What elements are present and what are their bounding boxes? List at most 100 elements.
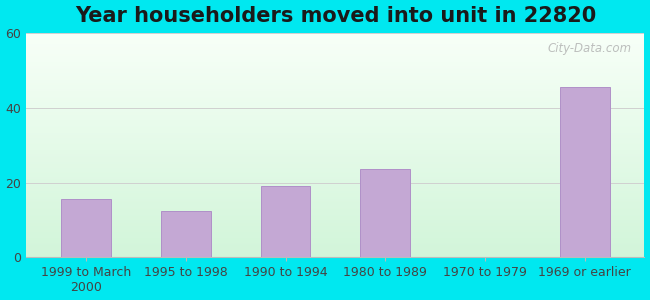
Bar — [26, 102, 644, 104]
Bar — [26, 37, 644, 38]
Bar — [26, 106, 644, 107]
Bar — [26, 247, 644, 248]
Bar — [26, 129, 644, 130]
Bar — [26, 57, 644, 59]
Bar — [26, 245, 644, 246]
Bar — [26, 146, 644, 147]
Bar — [26, 89, 644, 90]
Bar — [26, 209, 644, 210]
Bar — [26, 135, 644, 136]
Bar — [26, 183, 644, 184]
Bar — [26, 116, 644, 117]
Bar — [261, 186, 311, 257]
Bar — [26, 256, 644, 257]
Bar — [560, 87, 610, 257]
Bar — [26, 55, 644, 56]
Bar — [26, 185, 644, 187]
Bar — [26, 118, 644, 119]
Bar — [26, 96, 644, 97]
Bar — [26, 82, 644, 83]
Bar — [26, 156, 644, 158]
Bar — [26, 255, 644, 256]
Bar — [26, 101, 644, 102]
Bar — [26, 94, 644, 96]
Bar — [26, 147, 644, 148]
Bar — [26, 58, 644, 60]
Bar — [26, 125, 644, 126]
Bar — [26, 138, 644, 140]
Bar — [26, 199, 644, 200]
Bar — [26, 153, 644, 154]
Bar — [26, 160, 644, 161]
Bar — [26, 142, 644, 143]
Bar — [26, 212, 644, 214]
Bar — [26, 206, 644, 207]
Bar — [26, 161, 644, 162]
Bar — [26, 119, 644, 120]
Bar — [26, 223, 644, 224]
Bar — [26, 176, 644, 178]
Bar — [26, 246, 644, 247]
Bar — [26, 51, 644, 52]
Bar — [26, 152, 644, 153]
Bar — [26, 211, 644, 212]
Bar — [26, 230, 644, 232]
Bar — [26, 215, 644, 216]
Bar — [26, 140, 644, 142]
Bar — [26, 158, 644, 160]
Bar — [26, 198, 644, 199]
Bar — [26, 44, 644, 45]
Bar — [26, 227, 644, 228]
Bar — [26, 88, 644, 89]
Bar — [26, 182, 644, 183]
Bar — [26, 162, 644, 163]
Bar — [26, 107, 644, 108]
Bar — [26, 220, 644, 221]
Bar — [26, 174, 644, 175]
Bar — [26, 221, 644, 223]
Bar — [26, 111, 644, 112]
Bar — [26, 173, 644, 174]
Bar — [26, 252, 644, 253]
Bar — [26, 56, 644, 57]
Bar — [26, 122, 644, 123]
Bar — [26, 228, 644, 229]
Bar — [26, 214, 644, 215]
Bar — [26, 78, 644, 79]
Bar — [26, 81, 644, 82]
Bar — [26, 190, 644, 191]
Bar — [26, 62, 644, 63]
Bar — [26, 134, 644, 135]
Bar — [26, 180, 644, 181]
Bar — [26, 66, 644, 68]
Bar — [26, 36, 644, 37]
Bar — [26, 210, 644, 211]
Bar — [26, 169, 644, 170]
Bar — [26, 151, 644, 152]
Bar — [26, 203, 644, 205]
Bar — [26, 35, 644, 36]
Bar — [26, 218, 644, 219]
Bar — [26, 251, 644, 252]
Bar — [26, 85, 644, 87]
Bar — [26, 187, 644, 188]
Bar — [26, 48, 644, 50]
Bar — [26, 33, 644, 34]
Bar — [26, 93, 644, 94]
Bar — [26, 154, 644, 155]
Bar — [26, 248, 644, 250]
Bar — [26, 219, 644, 220]
Bar — [26, 133, 644, 134]
Bar — [26, 127, 644, 128]
Bar — [26, 143, 644, 144]
Bar — [26, 69, 644, 70]
Title: Year householders moved into unit in 22820: Year householders moved into unit in 228… — [75, 6, 596, 26]
Bar — [26, 45, 644, 46]
Bar — [26, 217, 644, 218]
Bar — [26, 68, 644, 69]
Bar — [26, 178, 644, 179]
Bar — [26, 148, 644, 149]
Bar — [26, 79, 644, 80]
Bar — [26, 233, 644, 234]
Bar — [26, 132, 644, 133]
